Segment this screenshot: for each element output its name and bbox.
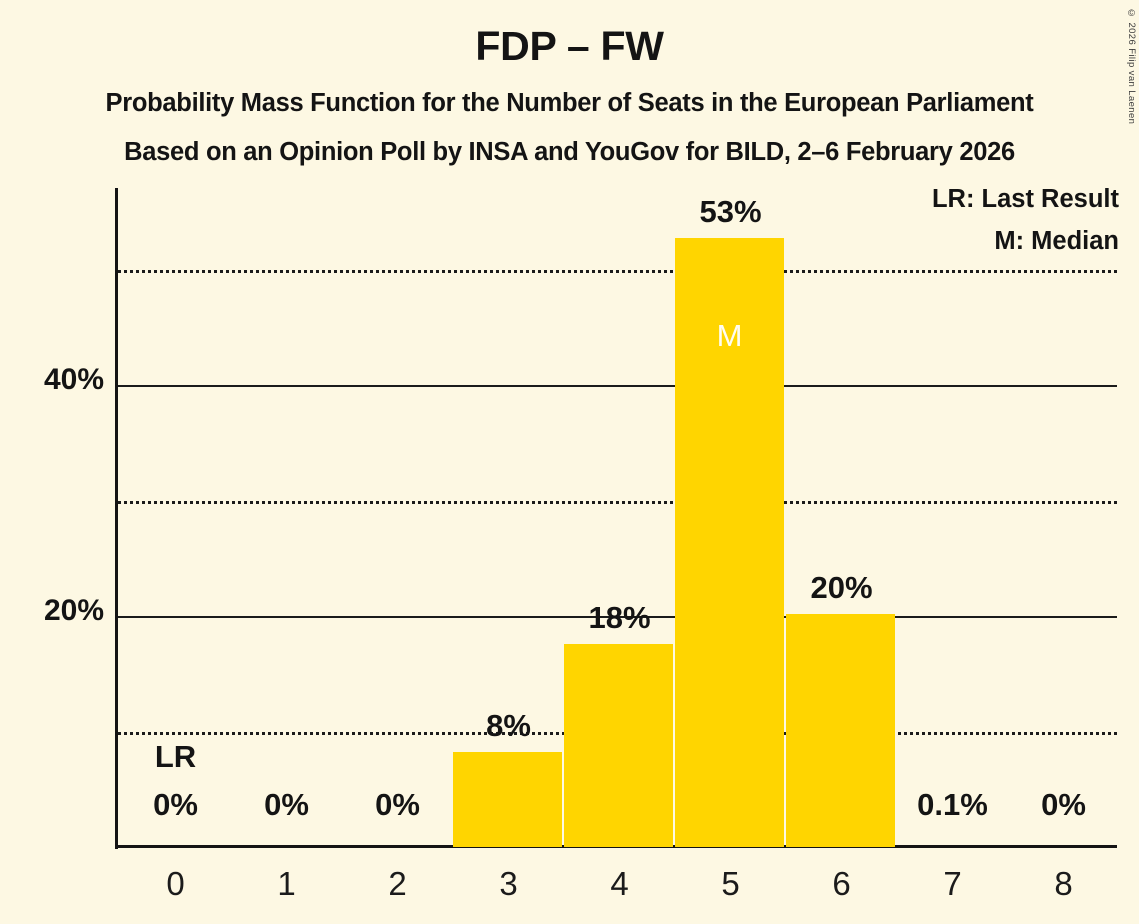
last-result-marker: LR [154,739,197,774]
gridline-solid [118,385,1117,387]
bar-value-label: 53% [699,194,762,230]
x-axis-tick-label: 1 [277,865,296,902]
x-axis-tick-label: 5 [721,865,740,902]
bar-value-label: 8% [486,708,531,744]
bar [453,752,562,847]
copyright-notice: © 2026 Filip van Laenen [1126,8,1137,125]
x-axis-tick-label: 3 [499,865,518,902]
median-marker: M [716,318,743,354]
gridline-dotted [118,269,1117,273]
bar [786,613,895,847]
bar-value-label: 20% [810,569,873,605]
y-axis-line [115,188,118,849]
bar [564,643,673,847]
chart-subtitle-source: Based on an Opinion Poll by INSA and You… [124,138,1015,166]
x-axis-tick-label: 0 [166,865,185,902]
legend-last-result: LR: Last Result [931,185,1119,213]
x-axis-tick-label: 6 [832,865,851,902]
bar-value-label: 0.1% [917,787,988,822]
bar-value-label: 0% [375,787,420,822]
gridline-solid [118,616,1117,618]
gridline-dotted [118,500,1117,504]
chart-subtitle-primary: Probability Mass Function for the Number… [105,89,1034,117]
bar-value-label: 0% [1041,787,1086,822]
bar-value-label: 18% [588,599,651,635]
bar [675,238,784,847]
x-axis-tick-label: 4 [610,865,629,902]
x-axis-tick-label: 2 [388,865,407,902]
y-axis-tick-label: 40% [43,363,104,396]
plot-area: 0% LR 0% 0% 8% 18% 53% M 20% 0.1% 0% [118,190,1117,847]
bar-value-label: 0% [153,787,198,822]
x-axis-tick-label: 7 [943,865,962,902]
x-axis-tick-label: 8 [1054,865,1073,902]
page-title: FDP – FW [475,23,664,69]
legend-median: M: Median [994,227,1119,255]
bar-value-label: 0% [264,787,309,822]
y-axis-tick-label: 20% [43,594,104,627]
